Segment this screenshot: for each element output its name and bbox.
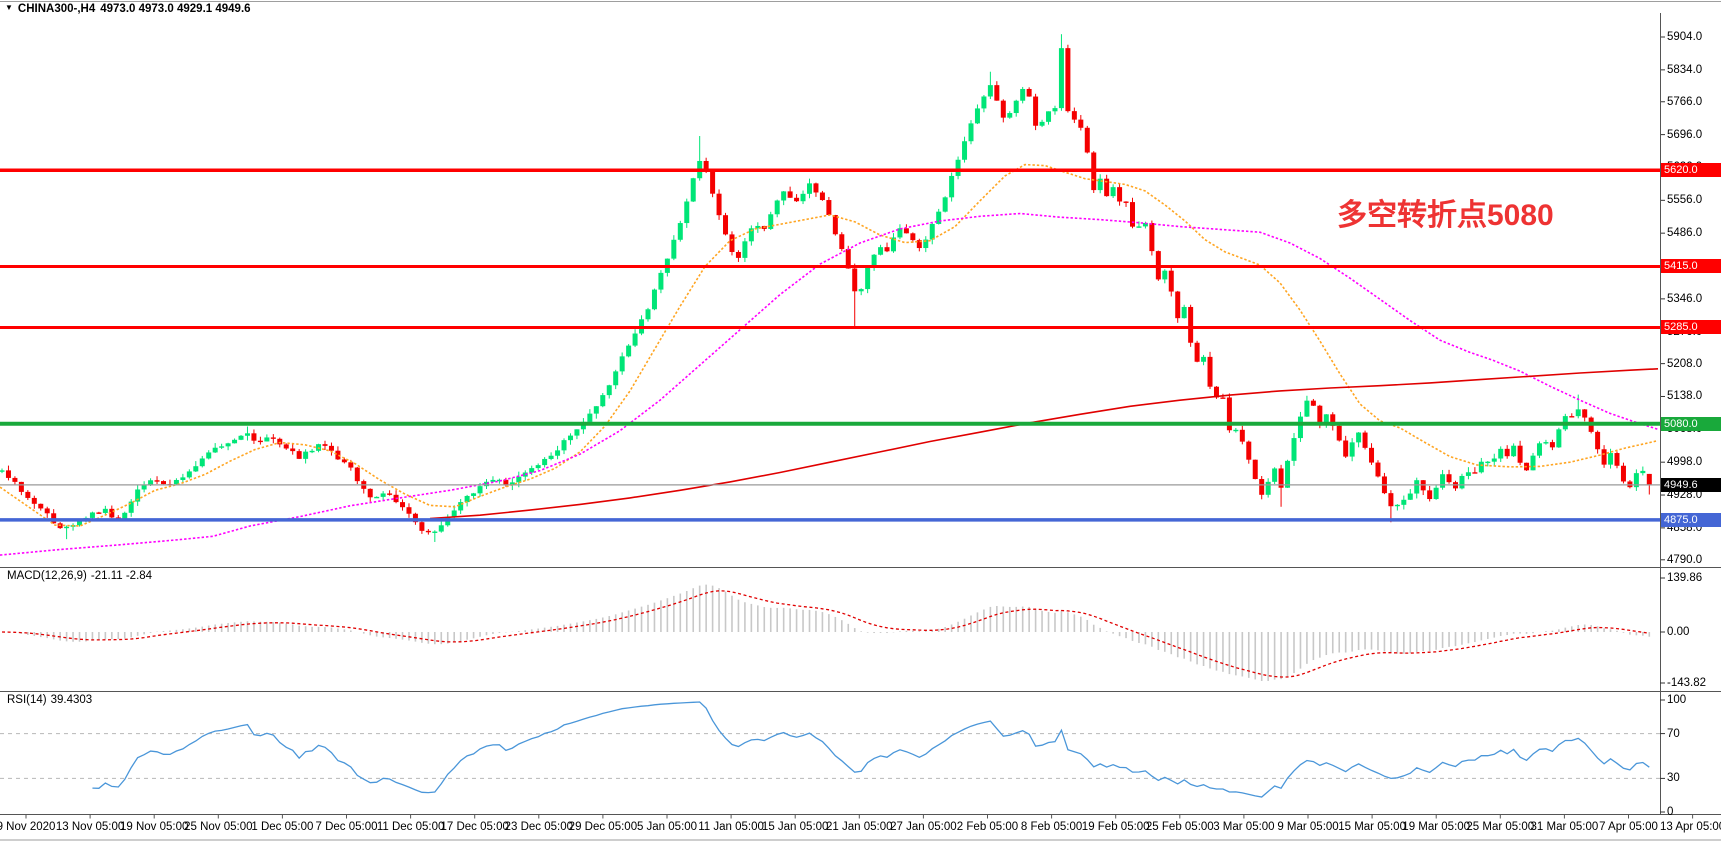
collapse-arrow-icon[interactable]: ▼ xyxy=(5,3,13,12)
macd-name: MACD(12,26,9) xyxy=(7,570,87,582)
rsi-panel-layer xyxy=(0,701,1660,798)
ma-fast-orange xyxy=(0,163,1659,527)
rsi-line xyxy=(92,701,1650,798)
macd-values: -21.11 -2.84 xyxy=(90,570,153,582)
rsi-name: RSI(14) xyxy=(7,694,47,706)
chart-header: ▼ CHINA300-,H4 4973.0 4973.0 4929.1 4949.6 xyxy=(5,3,256,15)
macd-signal-line xyxy=(1,590,1650,678)
header-ohlc-values: 4973.0 4973.0 4929.1 4949.6 xyxy=(100,3,251,15)
ma-slow-red xyxy=(429,368,1659,520)
macd-panel-layer xyxy=(1,584,1651,681)
ma-mid-magenta xyxy=(0,212,1659,556)
symbol-period-title: CHINA300-,H4 xyxy=(17,3,96,15)
rsi-value: 39.4303 xyxy=(50,694,93,706)
macd-indicator-label: MACD(12,26,9) -21.11 -2.84 xyxy=(7,570,156,582)
rsi-indicator-label: RSI(14) 39.4303 xyxy=(7,694,96,706)
chinese-annotation: 多空转折点5080 xyxy=(1337,199,1554,232)
